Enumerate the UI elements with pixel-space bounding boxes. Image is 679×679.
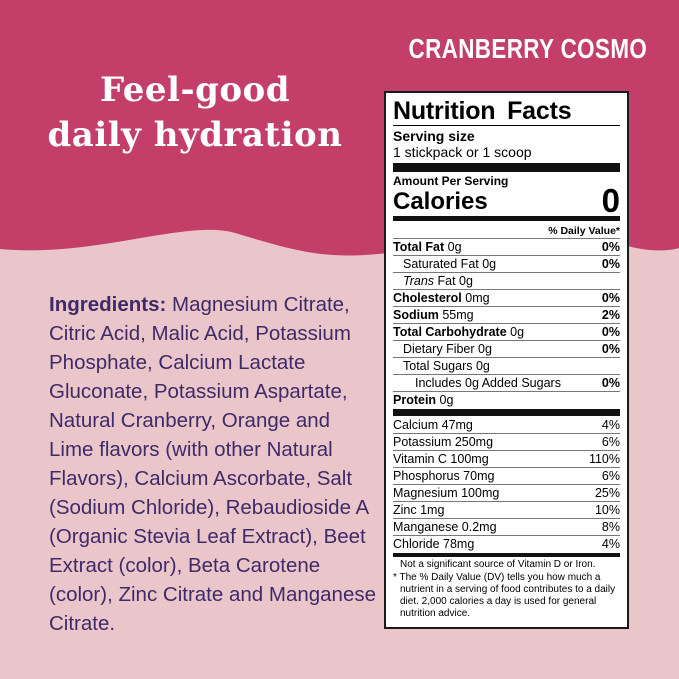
nutrition-row: Cholesterol 0mg 0% bbox=[393, 289, 620, 306]
nutrition-row: Total Fat 0g 0% bbox=[393, 238, 620, 255]
nutrition-row: Total Sugars 0g bbox=[393, 357, 620, 374]
footnote: Not a significant source of Vitamin D or… bbox=[393, 559, 620, 620]
ingredients-label: Ingredients: bbox=[49, 293, 167, 316]
nutrition-row: Manganese 0.2mg 8% bbox=[393, 518, 620, 535]
serving-size-label: Serving size bbox=[393, 128, 475, 145]
footnote-line1: Not a significant source of Vitamin D or… bbox=[400, 559, 596, 571]
nutrition-row: Chloride 78mg 4% bbox=[393, 535, 620, 552]
headline-line1: Feel-good bbox=[100, 70, 290, 110]
daily-value-header: % Daily Value* bbox=[548, 225, 620, 238]
footnote-line2: * The % Daily Value (DV) tells you how m… bbox=[393, 572, 616, 620]
divider bbox=[393, 125, 620, 127]
thick-divider bbox=[393, 163, 620, 173]
nutrition-facts-title: Nutrition Facts bbox=[393, 97, 572, 125]
nutrition-row: Protein 0g bbox=[393, 391, 620, 408]
nutrition-row: Zinc 1mg 10% bbox=[393, 501, 620, 518]
headline: Feel-good daily hydration bbox=[22, 68, 368, 158]
nutrient-rows: Total Fat 0g 0% Saturated Fat 0g 0% Trans Fa… bbox=[393, 238, 620, 408]
nutrition-facts-panel: Nutrition Facts Serving size 1 stickpack… bbox=[384, 91, 629, 630]
nutrition-row: Magnesium 100mg 25% bbox=[393, 484, 620, 501]
nutrition-row: Saturated Fat 0g 0% bbox=[393, 255, 620, 272]
calories-label: Calories bbox=[393, 188, 488, 216]
nutrition-row: Phosphorus 70mg 6% bbox=[393, 467, 620, 484]
thick-divider bbox=[393, 553, 620, 558]
thick-divider bbox=[393, 409, 620, 417]
mineral-rows: Calcium 47mg 4% Potassium 250mg 6% Vitamin C… bbox=[393, 417, 620, 552]
ingredients-text: Magnesium Citrate, Citric Acid, Malic Ac… bbox=[49, 293, 377, 635]
nutrition-row: Potassium 250mg 6% bbox=[393, 433, 620, 450]
calories-value: 0 bbox=[601, 182, 620, 220]
nutrition-row: Sodium 55mg 2% bbox=[393, 306, 620, 323]
thick-divider bbox=[393, 216, 620, 222]
amount-per-serving-label: Amount Per Serving bbox=[393, 174, 509, 189]
serving-size-value: 1 stickpack or 1 scoop bbox=[393, 144, 532, 161]
nutrition-row: Trans Fat 0g bbox=[393, 272, 620, 289]
nutrition-row: Includes 0g Added Sugars 0% bbox=[393, 374, 620, 391]
headline-line2: daily hydration bbox=[47, 114, 343, 155]
nutrition-row: Vitamin C 100mg 110% bbox=[393, 450, 620, 467]
nutrition-row: Calcium 47mg 4% bbox=[393, 418, 620, 433]
ingredients-paragraph: Ingredients: Magnesium Citrate, Citric A… bbox=[49, 290, 376, 638]
calories-row: Calories 0 bbox=[393, 182, 620, 220]
flavor-title: CRANBERRY COSMO bbox=[408, 33, 648, 64]
nutrition-row: Dietary Fiber 0g 0% bbox=[393, 340, 620, 357]
nutrition-row: Total Carbohydrate 0g 0% bbox=[393, 323, 620, 340]
